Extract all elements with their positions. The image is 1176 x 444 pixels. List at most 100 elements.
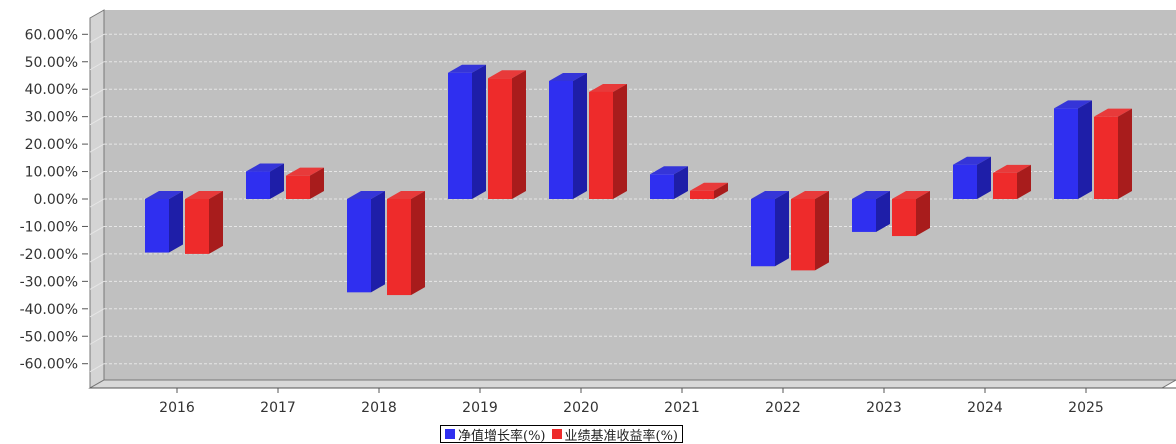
bar-top-face xyxy=(185,191,223,199)
bar-side-face xyxy=(371,191,385,293)
bar-top-face xyxy=(549,72,587,81)
bar-front-face xyxy=(448,72,472,199)
bar-front-face xyxy=(387,199,411,296)
bar-side-face xyxy=(310,167,324,199)
gridline-wall xyxy=(89,116,105,126)
gridline-wall xyxy=(89,143,105,153)
bar-front-face xyxy=(185,199,209,254)
bar-top-face xyxy=(387,191,425,199)
y-axis-ticks: 60.00% 50.00% 40.00% 30.00% 20.00% 10.00% 0.00… xyxy=(20,27,88,373)
gridline-wall xyxy=(89,308,105,318)
bar-side-face xyxy=(169,191,183,253)
bar-front-face xyxy=(751,199,775,267)
bar-2024-benchmark xyxy=(993,164,1031,199)
bar-top-face xyxy=(1094,108,1132,117)
x-tick-label: 2018 xyxy=(361,400,397,416)
bar-side-face xyxy=(573,72,587,199)
bar-2018-benchmark xyxy=(387,191,425,296)
bar-side-face xyxy=(209,191,223,254)
bar-2020-benchmark xyxy=(589,83,627,199)
y-tick-label: -30.00% xyxy=(20,274,78,290)
legend-item-benchmark: 业绩基准收益率(%) xyxy=(551,425,678,444)
bar-2021-benchmark xyxy=(690,182,728,199)
bar-side-face xyxy=(1078,100,1092,199)
x-tick-label: 2023 xyxy=(866,400,902,416)
bar-side-face xyxy=(1017,164,1031,199)
bar-front-face xyxy=(791,199,815,271)
bar-top-face xyxy=(488,70,526,79)
bar-front-face xyxy=(589,91,613,199)
bar-2020-nav xyxy=(549,72,587,199)
gridline-wall xyxy=(89,226,105,235)
bar-front-face xyxy=(993,172,1017,199)
bar-top-face xyxy=(852,191,890,199)
bar-2022-benchmark xyxy=(791,191,829,271)
legend-swatch-blue xyxy=(445,429,455,439)
x-tick-label: 2025 xyxy=(1068,400,1104,416)
gridline-wall xyxy=(89,171,105,180)
y-tick-label: -60.00% xyxy=(20,357,78,373)
bar-side-face xyxy=(714,182,728,199)
bar-front-face xyxy=(650,174,674,199)
bar-2016-benchmark xyxy=(185,191,223,254)
y-tick-label: 50.00% xyxy=(25,55,78,71)
bar-2021-nav xyxy=(650,166,688,199)
bar-front-face xyxy=(488,78,512,199)
bar-2025-nav xyxy=(1054,100,1092,199)
bar-top-face xyxy=(993,164,1031,173)
x-tick-label: 2024 xyxy=(967,400,1003,416)
gridline-wall xyxy=(89,363,105,373)
bar-top-face xyxy=(145,191,183,199)
bar-front-face xyxy=(953,164,977,199)
bar-2016-nav xyxy=(145,191,183,253)
bar-front-face xyxy=(549,80,573,199)
bar-side-face xyxy=(1118,108,1132,199)
bar-top-face xyxy=(690,182,728,191)
gridline-wall xyxy=(89,253,105,263)
bar-front-face xyxy=(145,199,169,253)
bar-top-face xyxy=(650,166,688,175)
x-axis-ticks: 2016 2017 2018 2019 2020 2021 2022 2023 2024 2025 xyxy=(159,388,1104,416)
bar-top-face xyxy=(589,83,627,92)
y-tick-label: -50.00% xyxy=(20,329,78,345)
plot-floor xyxy=(88,379,1176,389)
x-tick-label: 2019 xyxy=(462,400,498,416)
bar-side-face xyxy=(775,191,789,267)
bar-top-face xyxy=(286,167,324,176)
bar-front-face xyxy=(690,190,714,199)
legend-swatch-red xyxy=(551,429,562,439)
bar-top-face xyxy=(448,64,486,73)
bar-2022-nav xyxy=(751,191,789,267)
y-tick-label: -10.00% xyxy=(20,219,78,235)
bar-side-face xyxy=(411,191,425,296)
legend-item-nav: 净值增长率(%) xyxy=(445,425,546,444)
y-tick-label: -20.00% xyxy=(20,247,78,263)
gridline-wall xyxy=(89,280,105,290)
bar-side-face xyxy=(977,156,991,199)
y-tick-label: 20.00% xyxy=(25,137,78,153)
bar-front-face xyxy=(892,199,916,237)
gridline-wall xyxy=(89,88,105,98)
y-tick-label: 10.00% xyxy=(25,165,78,181)
y-tick-label: 60.00% xyxy=(25,27,78,43)
bar-2019-nav xyxy=(448,64,486,199)
bar-front-face xyxy=(246,171,270,199)
gridline-wall xyxy=(89,198,105,208)
y-tick-label: 30.00% xyxy=(25,110,78,126)
x-tick-label: 2017 xyxy=(260,400,296,416)
bar-2024-nav xyxy=(953,156,991,199)
bar-front-face xyxy=(286,175,310,199)
bar-top-face xyxy=(791,191,829,199)
x-tick-label: 2022 xyxy=(765,400,801,416)
gridlines xyxy=(89,33,1176,373)
bar-top-face xyxy=(953,156,991,165)
bars xyxy=(145,64,1132,296)
gridline-wall xyxy=(89,61,105,71)
bar-side-face xyxy=(876,191,890,232)
bar-front-face xyxy=(1054,108,1078,199)
gridline-wall xyxy=(89,335,105,345)
bar-side-face xyxy=(674,166,688,199)
bar-side-face xyxy=(815,191,829,271)
legend: 净值增长率(%) 业绩基准收益率(%) xyxy=(440,425,683,444)
bar-side-face xyxy=(613,83,627,199)
